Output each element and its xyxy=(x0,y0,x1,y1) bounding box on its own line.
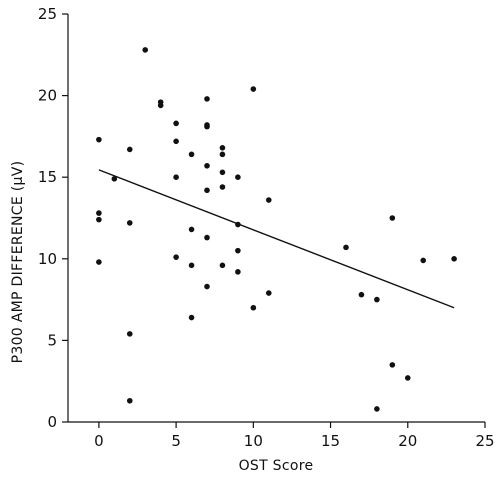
data-point xyxy=(204,123,210,130)
data-point xyxy=(204,96,210,102)
regression-line xyxy=(98,169,455,309)
x-tick-label: 20 xyxy=(398,432,417,450)
data-point xyxy=(219,151,226,158)
data-point xyxy=(389,215,396,221)
y-axis-title: P300 AMP DIFFERENCE (μV) xyxy=(10,161,26,364)
data-point xyxy=(188,314,195,321)
data-point xyxy=(188,226,195,233)
data-point xyxy=(250,86,257,92)
data-point xyxy=(173,174,179,180)
points-layer xyxy=(96,47,457,412)
data-point xyxy=(219,262,226,269)
x-axis-title: OST Score xyxy=(239,458,314,474)
data-point xyxy=(126,146,133,153)
x-tick-label: 25 xyxy=(475,432,494,450)
data-point xyxy=(219,184,226,190)
axes xyxy=(67,14,485,423)
data-point xyxy=(96,210,102,216)
y-tick-label: 10 xyxy=(38,250,57,268)
y-tick-label: 5 xyxy=(47,331,57,349)
data-point xyxy=(219,169,226,176)
data-point xyxy=(235,174,241,180)
data-point xyxy=(188,151,195,158)
data-point xyxy=(173,254,179,260)
data-point xyxy=(126,220,133,226)
data-point xyxy=(96,259,102,265)
data-point xyxy=(188,262,195,269)
data-point xyxy=(204,162,210,169)
data-point xyxy=(173,138,179,145)
y-tick-label: 20 xyxy=(38,87,57,105)
data-point xyxy=(374,296,380,303)
data-point xyxy=(235,247,241,254)
data-point xyxy=(265,290,272,296)
x-tick-label: 0 xyxy=(94,432,104,450)
data-point xyxy=(404,375,411,381)
data-point xyxy=(204,283,210,290)
data-point xyxy=(126,331,133,337)
trendline-layer xyxy=(98,169,455,309)
data-point xyxy=(265,197,272,203)
data-point xyxy=(235,269,241,275)
data-point xyxy=(420,257,427,264)
data-point xyxy=(96,136,102,143)
y-tick-label: 0 xyxy=(47,413,57,431)
x-axis-ticks: 0 5 10 15 20 25 xyxy=(94,422,495,450)
data-point xyxy=(204,234,210,241)
data-point xyxy=(142,47,149,53)
data-point xyxy=(173,120,179,127)
x-tick-label: 5 xyxy=(171,432,181,450)
data-point xyxy=(219,145,226,151)
data-point xyxy=(204,187,210,194)
data-point xyxy=(374,406,380,412)
data-point xyxy=(358,291,365,298)
data-point xyxy=(250,304,257,311)
data-point xyxy=(235,221,241,228)
y-axis-ticks: 0 5 10 15 20 25 xyxy=(38,5,68,431)
y-tick-label: 25 xyxy=(38,5,57,23)
x-tick-label: 15 xyxy=(321,432,340,450)
data-point xyxy=(343,244,349,251)
y-tick-label: 15 xyxy=(38,168,57,186)
data-point xyxy=(157,102,164,109)
x-tick-label: 10 xyxy=(244,432,263,450)
data-point xyxy=(126,397,133,404)
data-point xyxy=(111,176,118,182)
data-point xyxy=(451,255,457,262)
data-point xyxy=(389,362,396,368)
data-point xyxy=(96,216,102,223)
